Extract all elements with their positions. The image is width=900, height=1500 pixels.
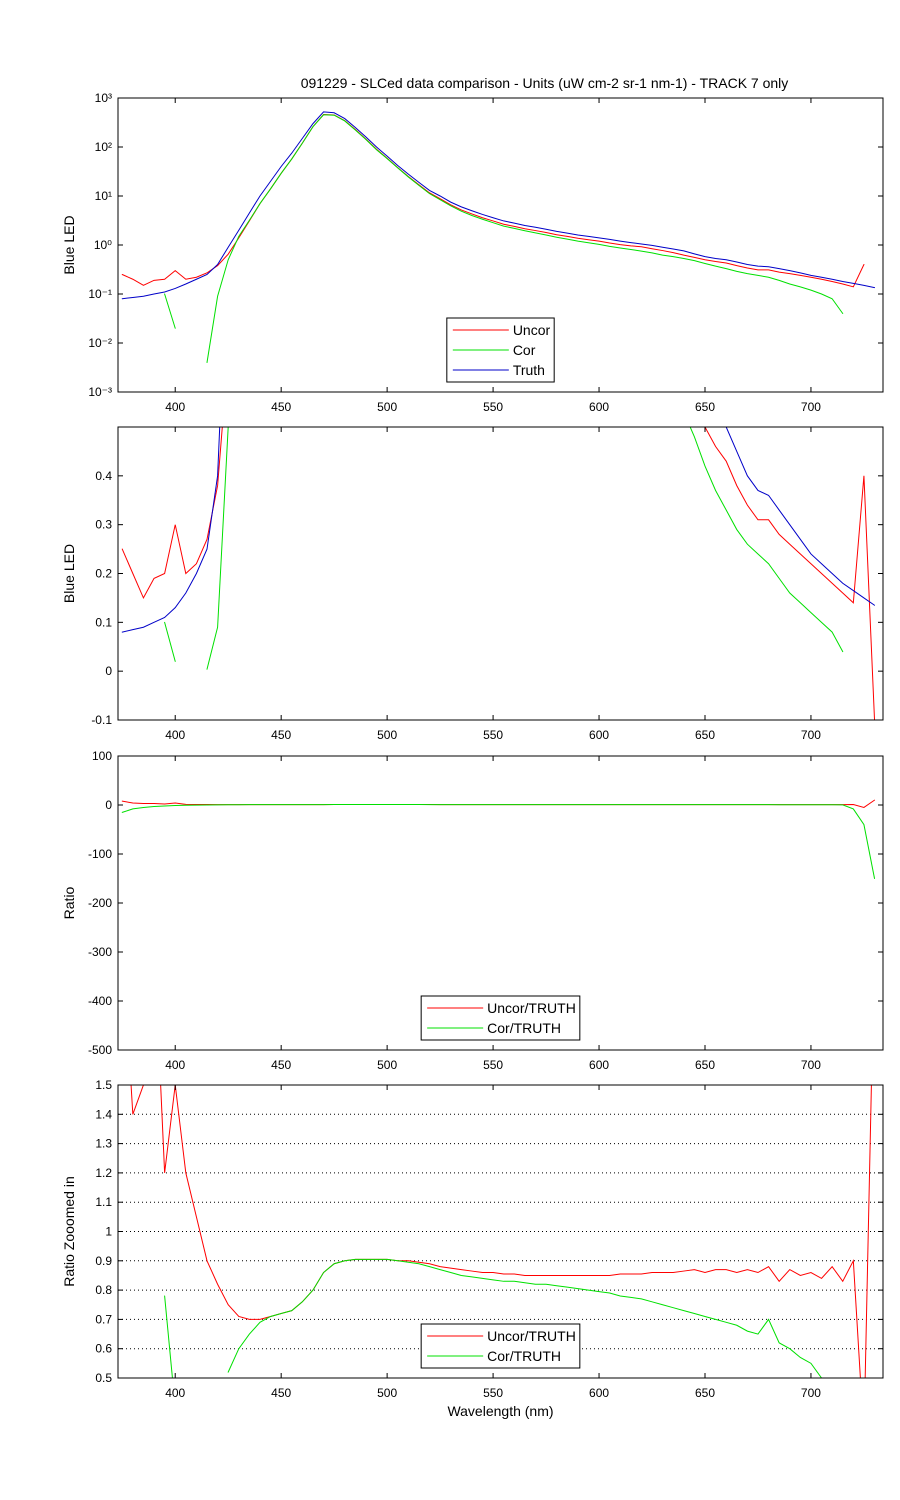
- y-tick-label: 0.6: [95, 1342, 112, 1356]
- y-tick-label: 0.1: [95, 615, 112, 629]
- series-group: [121, 799, 876, 879]
- x-tick-label: 500: [377, 1058, 397, 1072]
- x-tick-label: 500: [377, 400, 397, 414]
- subplot: 400 450 500 550 600 650 700 -500 -400 -300 -200 -10…: [61, 749, 884, 1072]
- y-tick-label: 1.3: [95, 1137, 112, 1151]
- y-tick-label: 10⁻³: [88, 385, 112, 399]
- series-line: [130, 1085, 872, 1378]
- y-axis-label: Blue LED: [61, 215, 77, 274]
- x-tick-label: 600: [589, 1386, 609, 1400]
- x-tick-label: 550: [483, 728, 503, 742]
- x-tick-label: 450: [271, 1058, 291, 1072]
- x-tick-label: 400: [165, 400, 185, 414]
- y-tick-label: 10³: [95, 91, 112, 105]
- legend-label: Uncor/TRUTH: [487, 1328, 576, 1344]
- x-tick-label: 400: [165, 1058, 185, 1072]
- y-axis-label: Blue LED: [61, 544, 77, 603]
- x-tick-label: 500: [377, 728, 397, 742]
- y-tick-label: 1.1: [95, 1195, 112, 1209]
- x-tick-label: 550: [483, 1386, 503, 1400]
- y-tick-label: -100: [88, 847, 112, 861]
- x-tick-label: 450: [271, 400, 291, 414]
- y-axis-label: Ratio: [61, 886, 77, 919]
- series-line: [121, 804, 876, 879]
- x-tick-label: 700: [801, 1386, 821, 1400]
- y-tick-label: 0: [105, 798, 112, 812]
- y-tick-label: 10¹: [95, 189, 112, 203]
- x-tick-label: 600: [589, 1058, 609, 1072]
- x-axis-label: Wavelength (nm): [447, 1403, 553, 1419]
- x-tick-label: 600: [589, 728, 609, 742]
- y-tick-label: 10⁻²: [88, 336, 112, 350]
- y-axis-label: Ratio Zooomed in: [61, 1176, 77, 1287]
- y-tick-label: 10²: [95, 140, 112, 154]
- legend: Uncor/TRUTH Cor/TRUTH: [420, 995, 581, 1041]
- y-tick-label: 10⁻¹: [88, 287, 112, 301]
- x-tick-label: 650: [695, 400, 715, 414]
- x-tick-label: 600: [589, 400, 609, 414]
- legend-label: Cor/TRUTH: [487, 1348, 561, 1364]
- series-line: [121, 427, 876, 633]
- series-line: [164, 427, 844, 670]
- y-tick-label: 0.5: [95, 1371, 112, 1385]
- series-group: [121, 111, 876, 363]
- y-tick-label: 0: [105, 664, 112, 678]
- x-tick-label: 450: [271, 728, 291, 742]
- legend-label: Cor: [513, 342, 536, 358]
- y-tick-label: 0.3: [95, 518, 112, 532]
- x-tick-label: 650: [695, 728, 715, 742]
- x-tick-label: 400: [165, 1386, 185, 1400]
- x-tick-label: 450: [271, 1386, 291, 1400]
- legend: Uncor Cor Truth: [446, 317, 555, 383]
- y-tick-label: 0.4: [95, 469, 112, 483]
- series-group: [121, 427, 876, 720]
- y-tick-label: -500: [88, 1043, 112, 1057]
- y-tick-label: 0.2: [95, 567, 112, 581]
- legend-label: Truth: [513, 362, 545, 378]
- series-line: [164, 114, 844, 363]
- y-tick-label: 100: [92, 749, 112, 763]
- series-group: [130, 1085, 872, 1378]
- y-tick-label: 10⁰: [94, 238, 112, 252]
- x-tick-label: 550: [483, 1058, 503, 1072]
- y-tick-label: 1.4: [95, 1107, 112, 1121]
- legend-box: [420, 995, 581, 1041]
- y-tick-label: 0.9: [95, 1254, 112, 1268]
- y-tick-label: -200: [88, 896, 112, 910]
- x-tick-label: 400: [165, 728, 185, 742]
- legend: Uncor/TRUTH Cor/TRUTH: [420, 1323, 581, 1369]
- subplot: 400 450 500 550 600 650 700 -0.1 0 0.1 0.2 0.3 0.4 Bl…: [61, 426, 884, 742]
- legend-box: [420, 1323, 581, 1369]
- y-tick-label: 1: [105, 1225, 112, 1239]
- x-tick-label: 500: [377, 1386, 397, 1400]
- chart-title: 091229 - SLCed data comparison - Units (…: [301, 75, 789, 91]
- y-tick-label: 1.2: [95, 1166, 112, 1180]
- series-line: [121, 427, 876, 720]
- x-tick-label: 550: [483, 400, 503, 414]
- x-tick-label: 700: [801, 400, 821, 414]
- y-tick-label: -300: [88, 945, 112, 959]
- series-line: [121, 114, 865, 288]
- x-tick-label: 700: [801, 1058, 821, 1072]
- x-tick-label: 650: [695, 1386, 715, 1400]
- series-line: [121, 111, 876, 300]
- y-tick-label: -0.1: [91, 713, 112, 727]
- legend-label: Uncor/TRUTH: [487, 1000, 576, 1016]
- legend-label: Uncor: [513, 322, 551, 338]
- series-line: [164, 1258, 823, 1378]
- subplot: 400 450 500 550 600 650 700 10⁻³ 10⁻² 10⁻¹ 10⁰ 10¹ 1…: [61, 75, 884, 414]
- legend-label: Cor/TRUTH: [487, 1020, 561, 1036]
- y-tick-label: 0.8: [95, 1283, 112, 1297]
- y-tick-label: 1.5: [95, 1078, 112, 1092]
- y-tick-label: 0.7: [95, 1312, 112, 1326]
- y-tick-label: -400: [88, 994, 112, 1008]
- x-tick-label: 700: [801, 728, 821, 742]
- subplot: 400 450 500 550 600 650 700 0.5 0.6 0.7 0.8 0.9 1 1.1…: [61, 1078, 884, 1419]
- x-tick-label: 650: [695, 1058, 715, 1072]
